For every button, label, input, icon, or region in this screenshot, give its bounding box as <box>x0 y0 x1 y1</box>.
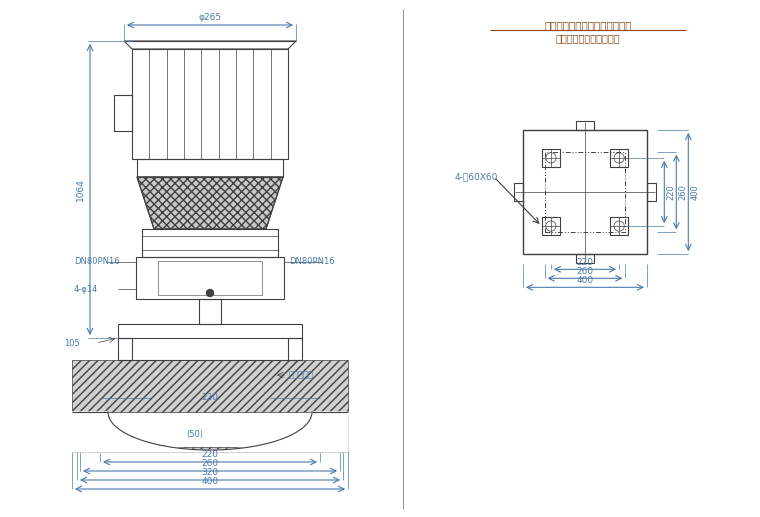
Polygon shape <box>72 412 348 452</box>
Bar <box>576 254 594 263</box>
Text: DN80PN16: DN80PN16 <box>74 257 119 266</box>
Bar <box>542 148 560 167</box>
Bar <box>142 229 278 257</box>
Text: 400: 400 <box>690 184 699 200</box>
Text: 220: 220 <box>201 393 219 403</box>
Text: 泵座孔位及混凝土基座地脚孔位: 泵座孔位及混凝土基座地脚孔位 <box>544 20 632 30</box>
Bar <box>610 148 629 167</box>
Bar <box>576 120 594 130</box>
Bar <box>158 261 262 295</box>
Text: (50): (50) <box>186 430 204 438</box>
Text: 260: 260 <box>576 267 594 276</box>
Bar <box>72 447 348 452</box>
Bar <box>136 257 284 299</box>
Text: 105: 105 <box>65 339 80 347</box>
Text: 1064: 1064 <box>76 178 85 201</box>
Bar <box>610 217 629 235</box>
Text: 400: 400 <box>201 477 219 486</box>
Bar <box>523 130 647 254</box>
Text: 4-φ14: 4-φ14 <box>74 284 98 294</box>
Text: 4-叠60X60: 4-叠60X60 <box>455 173 499 181</box>
Bar <box>72 360 348 412</box>
Bar <box>542 217 560 235</box>
Text: 400: 400 <box>576 276 594 285</box>
Text: 260: 260 <box>201 459 219 468</box>
Text: 220: 220 <box>201 450 219 459</box>
Bar <box>114 95 132 131</box>
Circle shape <box>207 290 214 297</box>
Text: 220: 220 <box>577 258 594 267</box>
Bar <box>132 49 288 159</box>
Bar <box>118 338 132 360</box>
Bar <box>647 183 657 201</box>
Polygon shape <box>137 177 283 229</box>
Bar <box>137 159 283 177</box>
Text: 混凝土基础: 混凝土基础 <box>289 371 314 379</box>
Polygon shape <box>124 41 296 49</box>
Text: φ265: φ265 <box>198 13 222 22</box>
Bar <box>514 183 523 201</box>
Bar <box>288 338 302 360</box>
Text: 双点划线表示泵底座位置: 双点划线表示泵底座位置 <box>556 33 620 43</box>
Text: 260: 260 <box>678 184 687 200</box>
Text: 220: 220 <box>667 184 676 200</box>
Bar <box>118 324 302 338</box>
Text: 320: 320 <box>201 468 219 477</box>
Bar <box>199 299 221 324</box>
Text: DN80PN16: DN80PN16 <box>289 257 334 266</box>
